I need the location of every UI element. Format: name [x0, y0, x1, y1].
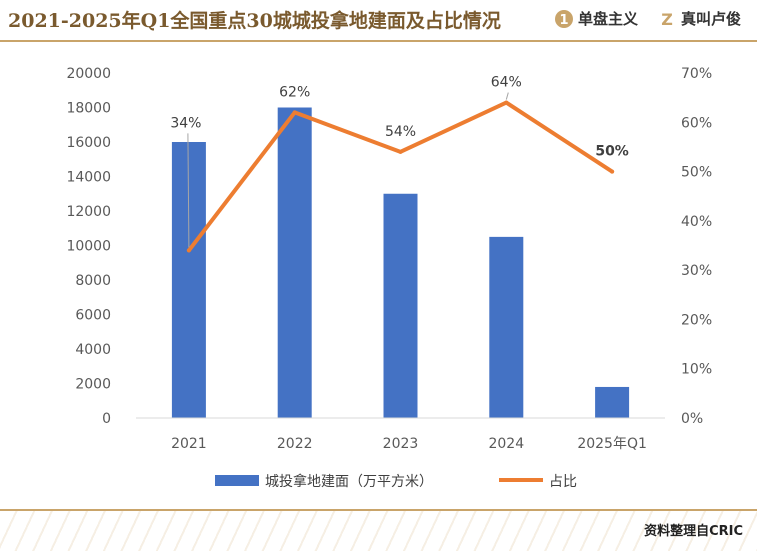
legend: 城投拿地建面（万平方米） 占比	[215, 473, 577, 490]
bar	[489, 236, 524, 418]
data-labels: 34% 62% 54% 64% 50%	[170, 75, 629, 248]
y-left-tick-label: 18000	[66, 101, 111, 117]
line-point	[398, 149, 403, 154]
footer	[0, 511, 757, 551]
right-axis-ticks: 0% 10% 20% 30% 40% 50% 60% 70%	[681, 66, 712, 427]
y-right-tick-label: 0%	[681, 411, 703, 427]
x-tick-label: 2021	[171, 436, 207, 452]
x-tick-label: 2024	[488, 436, 524, 452]
x-axis-ticks: 2021 2022 2023 2024 2025年Q1	[171, 436, 647, 452]
y-right-tick-label: 60%	[681, 115, 712, 131]
y-right-tick-label: 70%	[681, 66, 712, 82]
svg-text:1: 1	[559, 13, 568, 28]
y-right-tick-label: 40%	[681, 214, 712, 230]
x-tick-label: 2025年Q1	[577, 436, 647, 452]
line-point	[504, 100, 509, 105]
y-left-tick-label: 10000	[66, 239, 111, 255]
left-axis-ticks: 0 2000 4000 6000 8000 10000 12000 14000 16000 180…	[66, 66, 111, 427]
brand-secondary-logo-icon: Z	[657, 9, 677, 29]
y-left-tick-label: 12000	[66, 204, 111, 220]
bar-series	[171, 107, 630, 418]
page-title: 2021-2025年Q1全国重点30城城投拿地建面及占比情况	[8, 10, 501, 32]
brand-primary-logo-icon: 1	[554, 9, 574, 29]
svg-text:Z: Z	[661, 10, 673, 29]
line-series	[186, 100, 615, 253]
legend-bar-swatch	[215, 475, 259, 486]
label-leader-line	[187, 133, 190, 248]
y-left-tick-label: 8000	[75, 273, 111, 289]
footer-divider	[0, 509, 757, 511]
bar	[171, 142, 206, 418]
bar	[277, 107, 312, 418]
line-data-label: 64%	[491, 75, 522, 91]
line-data-label: 62%	[279, 84, 310, 100]
source-note: 资料整理自CRIC	[644, 524, 743, 539]
brand-primary-label: 单盘主义	[578, 10, 639, 28]
header: 2021-2025年Q1全国重点30城城投拿地建面及占比情况 1 单盘主义 Z …	[0, 0, 757, 40]
label-leader-line	[505, 92, 509, 100]
y-left-tick-label: 20000	[66, 66, 111, 82]
brand-secondary: Z 真叫卢俊	[657, 8, 741, 29]
y-left-tick-label: 4000	[75, 342, 111, 358]
line-data-label: 34%	[170, 115, 201, 131]
brand-primary: 1 单盘主义	[554, 8, 638, 29]
y-right-tick-label: 30%	[681, 263, 712, 279]
y-left-tick-label: 0	[102, 411, 111, 427]
brand-secondary-label: 真叫卢俊	[681, 10, 742, 28]
y-right-tick-label: 20%	[681, 312, 712, 328]
y-left-tick-label: 2000	[75, 377, 111, 393]
y-left-tick-label: 16000	[66, 135, 111, 151]
bar	[595, 386, 630, 418]
header-divider	[0, 40, 757, 42]
x-tick-label: 2022	[277, 436, 313, 452]
line-point	[186, 248, 191, 253]
y-right-tick-label: 50%	[681, 165, 712, 181]
y-left-tick-label: 6000	[75, 308, 111, 324]
y-right-tick-label: 10%	[681, 362, 712, 378]
x-tick-label: 2023	[383, 436, 419, 452]
line-data-label: 50%	[595, 144, 629, 160]
line-point	[292, 110, 297, 115]
combo-chart: 0 2000 4000 6000 8000 10000 12000 14000 16000 180…	[66, 66, 712, 490]
y-left-tick-label: 14000	[66, 170, 111, 186]
bar	[383, 193, 418, 418]
line-data-label: 54%	[385, 124, 416, 140]
legend-line-label: 占比	[549, 474, 577, 490]
legend-bar-label: 城投拿地建面（万平方米）	[265, 473, 433, 490]
line-point	[610, 169, 615, 174]
